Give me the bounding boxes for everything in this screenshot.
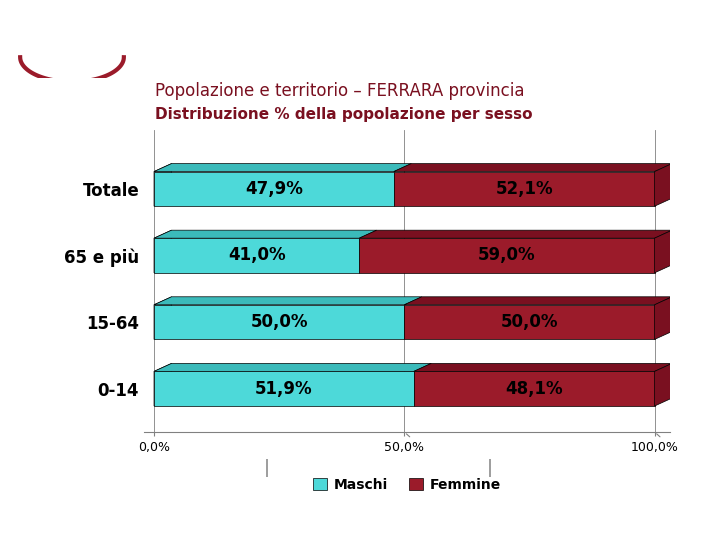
Text: 50,0%: 50,0% bbox=[251, 313, 308, 331]
Polygon shape bbox=[359, 238, 654, 273]
Text: 2: 2 bbox=[35, 510, 45, 524]
Polygon shape bbox=[154, 372, 414, 406]
Text: |: | bbox=[487, 459, 492, 477]
Polygon shape bbox=[154, 164, 411, 172]
Polygon shape bbox=[154, 305, 405, 340]
Text: 59,0%: 59,0% bbox=[478, 246, 536, 265]
Polygon shape bbox=[154, 238, 359, 273]
Polygon shape bbox=[154, 297, 171, 340]
Text: 41,0%: 41,0% bbox=[228, 246, 285, 265]
Polygon shape bbox=[394, 172, 654, 206]
Text: Popolazione e territorio – FERRARA provincia: Popolazione e territorio – FERRARA provi… bbox=[155, 82, 524, 100]
Polygon shape bbox=[654, 164, 672, 206]
Polygon shape bbox=[154, 230, 377, 238]
Polygon shape bbox=[414, 372, 654, 406]
Polygon shape bbox=[154, 164, 171, 206]
Polygon shape bbox=[154, 363, 431, 372]
Text: Distribuzione % della popolazione per sesso: Distribuzione % della popolazione per se… bbox=[155, 106, 532, 122]
Text: 47,9%: 47,9% bbox=[245, 180, 303, 198]
Legend: Maschi, Femmine: Maschi, Femmine bbox=[312, 477, 501, 491]
Text: |: | bbox=[264, 459, 269, 477]
Polygon shape bbox=[654, 363, 672, 406]
Polygon shape bbox=[405, 305, 654, 340]
Polygon shape bbox=[154, 172, 394, 206]
Text: 52,1%: 52,1% bbox=[495, 180, 553, 198]
Text: 48,1%: 48,1% bbox=[505, 380, 563, 397]
Polygon shape bbox=[394, 164, 672, 172]
Text: La struttura dell'imprenditoria femminile ferrarese: La struttura dell'imprenditoria femminil… bbox=[94, 511, 393, 524]
Polygon shape bbox=[359, 230, 672, 238]
Text: 50,0%: 50,0% bbox=[500, 313, 558, 331]
Polygon shape bbox=[654, 297, 672, 340]
Text: 9 maggio 2007: 9 maggio 2007 bbox=[584, 511, 673, 524]
Text: 51,9%: 51,9% bbox=[255, 380, 312, 397]
Polygon shape bbox=[405, 297, 672, 305]
Polygon shape bbox=[154, 297, 422, 305]
Polygon shape bbox=[414, 363, 672, 372]
Polygon shape bbox=[154, 363, 171, 406]
Polygon shape bbox=[654, 230, 672, 273]
Polygon shape bbox=[154, 230, 171, 273]
